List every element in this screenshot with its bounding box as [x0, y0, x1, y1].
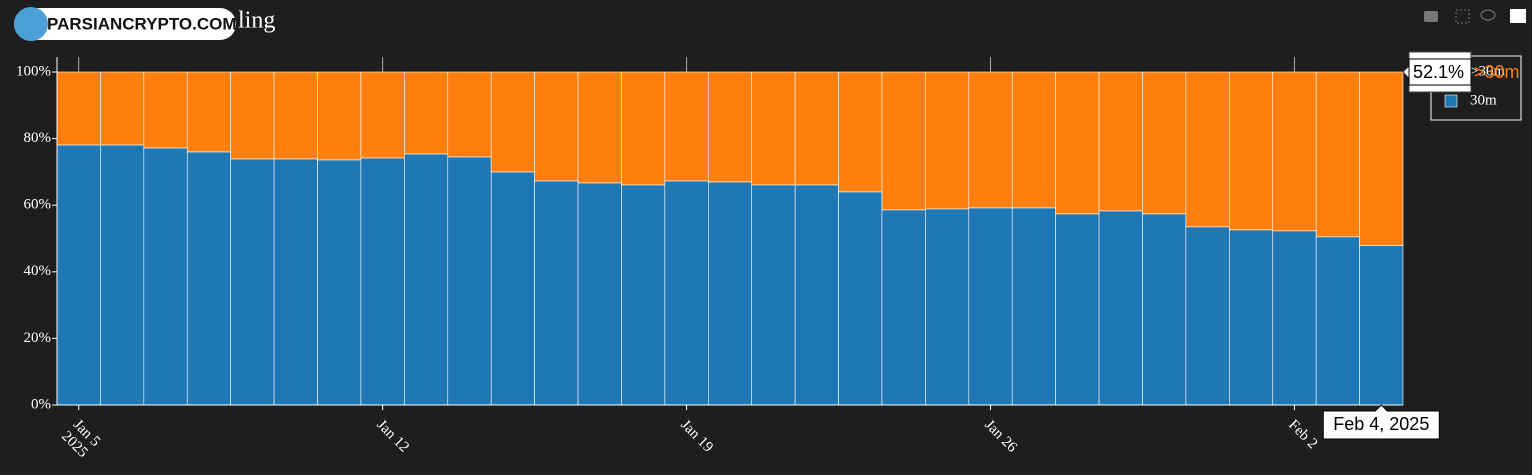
bar-segment: [100, 71, 145, 146]
bar-segment: [881, 209, 926, 406]
y-tick-label: 100%: [16, 63, 51, 79]
x-tick-label: Jan 19: [677, 417, 716, 456]
bar-segment: [534, 180, 579, 406]
bar-segment: [707, 181, 753, 406]
bar-segment: [664, 180, 709, 406]
bar-segment: [1011, 207, 1056, 406]
bar-segment: [100, 144, 145, 406]
legend-label: >30m: [1470, 63, 1505, 79]
logo-icon[interactable]: [1510, 9, 1526, 23]
bar-segment: [577, 182, 622, 406]
bar-segment: [968, 71, 1013, 209]
bar-segment: [1098, 71, 1143, 212]
bar-segment: [56, 71, 101, 146]
bar-segment: [490, 171, 535, 406]
hover-x-label: Feb 4, 2025: [1333, 414, 1429, 434]
bar-segment: [360, 157, 405, 406]
bar-segment: [56, 144, 101, 406]
bar-segment: [1359, 245, 1404, 406]
x-tick-label: Feb 2: [1285, 417, 1320, 452]
bar-segment: [447, 71, 492, 158]
bar-segment: [968, 207, 1013, 406]
bar-segment: [230, 71, 275, 160]
bar-segment: [838, 191, 883, 406]
bar-segment: [1229, 229, 1274, 406]
bar-segment: [143, 71, 188, 149]
bar-segment: [273, 71, 318, 160]
bar-segment: [317, 159, 362, 406]
bar-segment: [1055, 71, 1100, 215]
bar-segment: [1011, 71, 1056, 209]
watermark: PARSIANCRYPTO.COM: [14, 7, 237, 41]
bar-segment: [751, 184, 796, 406]
bar-segment: [1055, 213, 1100, 406]
bar-segment: [925, 208, 970, 406]
chart-title: ling: [238, 8, 275, 34]
bar-segment: [1142, 71, 1187, 215]
tooltip-value-bg: [1408, 58, 1472, 86]
bar-segment: [1185, 226, 1230, 406]
bar-segment: [1142, 213, 1187, 406]
bar-segment: [1315, 236, 1360, 406]
bar-segment: [707, 71, 753, 183]
bar-segment: [1229, 71, 1274, 231]
legend-label: 30m: [1470, 92, 1497, 108]
bar-segment: [621, 71, 666, 186]
x-tick-label: Jan 12: [373, 417, 412, 456]
select-icon[interactable]: [1455, 9, 1470, 24]
x-tick-label: Jan 52025: [58, 417, 103, 462]
watermark-logo: [14, 7, 48, 41]
bar-segment: [925, 71, 970, 210]
camera-icon[interactable]: [1424, 11, 1438, 22]
y-tick-label: 0%: [31, 396, 51, 412]
bar-segment: [838, 71, 883, 193]
bar-segment: [1272, 71, 1317, 232]
y-tick-label: 80%: [24, 130, 52, 146]
bar-segment: [1185, 71, 1230, 228]
bar-segment: [360, 71, 405, 159]
legend-swatch: [1444, 94, 1458, 108]
bar-segment: [186, 151, 231, 406]
bar-segment: [186, 71, 231, 153]
bar-segment: [1098, 210, 1143, 406]
hover-tooltip: 52.1% >30m Feb 4, 2025: [1322, 51, 1520, 440]
bar-segment: [490, 71, 535, 173]
bar-segment: [1272, 230, 1317, 406]
bar-segment: [577, 71, 622, 184]
bar-segment: [317, 71, 362, 161]
bar-segment: [881, 71, 926, 211]
modebar[interactable]: [1424, 9, 1526, 24]
bar-segment: [447, 156, 492, 406]
bar-segment: [143, 147, 188, 406]
y-tick-label: 20%: [24, 330, 52, 346]
bar-segment: [621, 184, 666, 406]
watermark-text: PARSIANCRYPTO.COM: [47, 14, 237, 33]
y-tick-label: 60%: [24, 197, 52, 213]
tooltip-value: 52.1%: [1413, 62, 1464, 82]
bar-segment: [1315, 71, 1360, 238]
bar-segment: [794, 71, 839, 186]
hover-x-label-box: [1322, 404, 1440, 440]
bar-segment: [404, 153, 449, 406]
bar-segment: [273, 158, 318, 406]
bar-segment: [751, 71, 796, 186]
bar-segment: [404, 71, 449, 155]
y-tick-label: 40%: [24, 263, 52, 279]
tooltip-series: >30m: [1474, 62, 1520, 82]
bar-segment: [1359, 71, 1404, 246]
x-tick-label: Jan 26: [981, 417, 1020, 456]
bar-segment: [664, 71, 709, 182]
watermark-bg: [14, 8, 236, 40]
bar-segment: [230, 158, 275, 406]
bar-segment: [534, 71, 579, 182]
lasso-icon[interactable]: [1480, 9, 1496, 21]
bar-segment: [794, 184, 839, 406]
